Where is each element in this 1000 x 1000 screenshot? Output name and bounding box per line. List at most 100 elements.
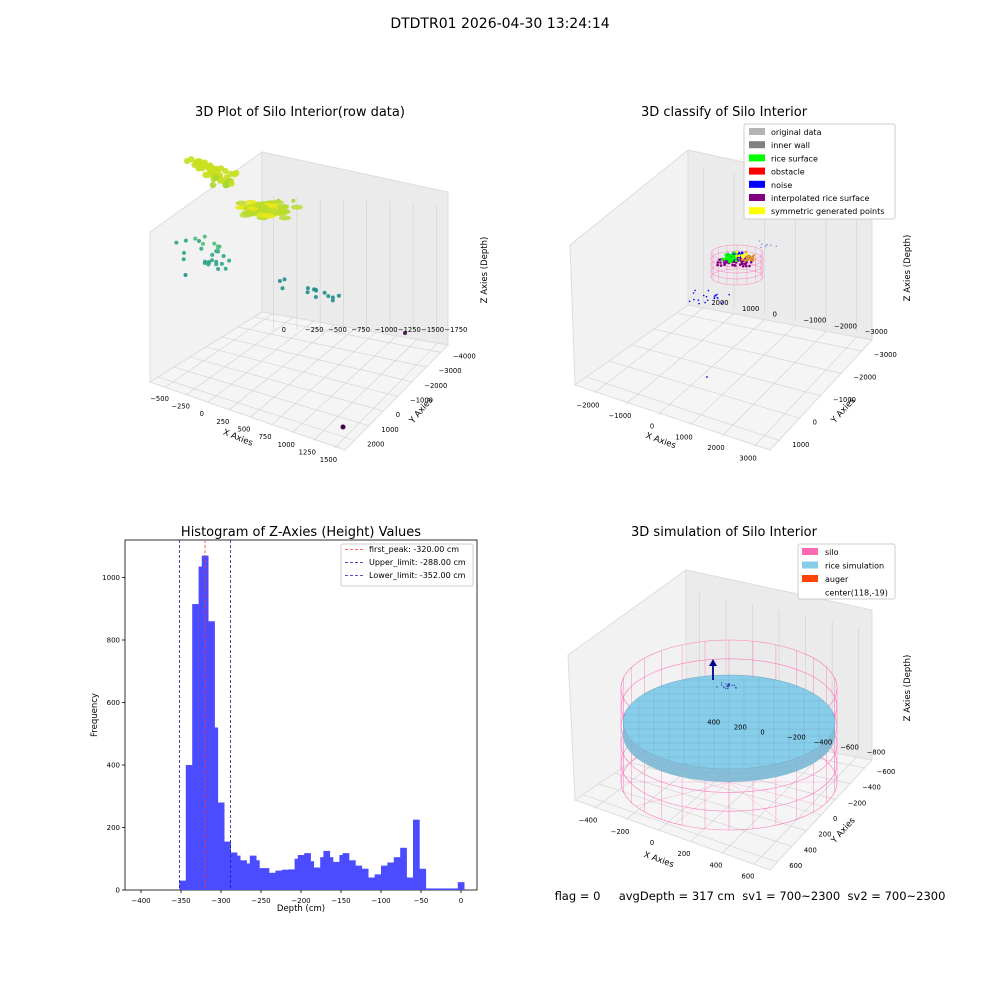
- histogram-ytick-label: 600: [107, 699, 120, 707]
- raw-3d-point: [223, 266, 228, 271]
- raw-3d-point: [201, 241, 205, 246]
- histogram-bar: [208, 621, 212, 890]
- raw-3d-point: [217, 165, 225, 172]
- raw-3d-point: [313, 295, 318, 299]
- classify-3d-ytick-4: −3000: [874, 351, 897, 359]
- raw-3d-point: [203, 259, 207, 264]
- classify-point: [726, 252, 729, 256]
- simulation-3d-xlabel: X Axies: [642, 850, 675, 870]
- raw-3d-point: [290, 204, 303, 210]
- classify-3d-xtick-0: −2000: [577, 401, 600, 409]
- raw-3d-point: [255, 204, 268, 210]
- classify-point: [716, 263, 719, 267]
- histogram-bar: [224, 841, 228, 890]
- histogram-bar: [278, 870, 283, 891]
- raw-3d-point: [193, 236, 198, 241]
- classify-3d-grid-x-0: [593, 307, 704, 394]
- histogram-title: Histogram of Z-Axies (Height) Values: [181, 525, 421, 540]
- auger-point: [726, 685, 728, 688]
- classify-legend-frame: [743, 123, 896, 220]
- histogram-bar: [217, 802, 222, 890]
- classify-3d-ytick-1: 0: [813, 418, 817, 426]
- classify-point: [737, 259, 740, 262]
- histogram-xtick-label: −50: [414, 897, 429, 905]
- classify-point: [720, 302, 723, 305]
- simulation-3d-xtick-1: −200: [611, 828, 630, 836]
- classify-point: [742, 254, 746, 258]
- raw-3d-point: [183, 238, 188, 243]
- rice-surface-rim: [623, 722, 835, 782]
- histogram-bar: [355, 865, 359, 891]
- raw-3d-point: [210, 252, 215, 257]
- raw-3d-tick-labels: −500−2500250500750100012501500200010000−…: [150, 326, 476, 464]
- raw-3d-ytick-5: −3000: [439, 367, 462, 375]
- histogram-bar: [262, 868, 267, 891]
- histogram-bar: [333, 861, 337, 891]
- raw-3d-point: [216, 267, 221, 271]
- histogram-bar: [294, 858, 299, 890]
- simulation-3d-grid-y-0: [582, 794, 778, 863]
- auger-point: [728, 684, 730, 687]
- raw-3d-ytick-0: 2000: [367, 441, 384, 449]
- raw-3d-xtick-4: 500: [238, 426, 251, 434]
- histogram-bar: [435, 888, 439, 890]
- classify-point: [745, 257, 749, 260]
- raw-3d-xtick-0: −500: [150, 395, 169, 403]
- histogram-ytick-label: 0: [116, 887, 120, 895]
- classify-3d-objects: [688, 240, 778, 378]
- histogram-bar: [240, 860, 244, 890]
- simulation-3d-ztick-4: −400: [814, 739, 833, 747]
- raw-3d-point: [188, 156, 195, 163]
- classify-point: [735, 251, 739, 254]
- classify-3d-grid-y-2: [631, 344, 822, 397]
- histogram-bar: [457, 882, 462, 890]
- classify-point: [722, 261, 726, 264]
- silo-floor-spoke: [728, 781, 823, 807]
- raw-3d-point: [278, 215, 291, 221]
- classify-3d-ytick-0: 1000: [792, 441, 809, 449]
- classify-point: [737, 254, 741, 257]
- simulation-legend-swatch-0: [802, 548, 818, 555]
- classify-point: [741, 265, 745, 268]
- raw-3d-grid-x-4: [249, 328, 356, 418]
- raw-3d-point: [241, 210, 254, 216]
- panel-simulation-3d: 3D simulation of Silo Interior −400 −200 0…: [567, 525, 913, 880]
- histogram-xtick-label: −300: [211, 897, 230, 905]
- histogram-bar: [345, 853, 350, 891]
- status-footer: flag = 0 avgDepth = 317 cm sv1 = 700~230…: [500, 889, 1000, 903]
- classify-3d-gridlines: [586, 167, 862, 447]
- histogram-bar: [448, 888, 452, 890]
- classify-point: [734, 264, 737, 267]
- histogram-xtick-label: −100: [371, 897, 390, 905]
- classify-point: [707, 289, 710, 292]
- histogram-bar: [438, 888, 443, 890]
- histogram-bar: [403, 847, 407, 890]
- histogram-ylabel: Frequency: [90, 693, 100, 737]
- raw-3d-point: [174, 240, 179, 245]
- classify-3d-ztick-5: −3000: [865, 328, 888, 336]
- raw-3d-grid-x-6: [292, 335, 397, 434]
- simulation-3d-ytick-6: −600: [877, 768, 896, 776]
- auger-point: [731, 684, 733, 686]
- raw-3d-point: [215, 247, 220, 252]
- histogram-y-ticks: 0 200 400 600 800 1000: [102, 574, 125, 895]
- raw-3d-grid-x-8: [334, 342, 438, 449]
- histogram-bar: [400, 847, 404, 890]
- raw-3d-ztick-3: −750: [351, 326, 370, 334]
- histogram-bar: [265, 868, 270, 891]
- raw-3d-point: [182, 250, 186, 255]
- classify-legend-swatch-2: [749, 154, 765, 162]
- classify-3d-xtick-3: 1000: [675, 433, 692, 441]
- footer-flag: flag = 0: [554, 889, 601, 903]
- classify-legend-label-6: symmetric generated points: [771, 207, 884, 216]
- footer-sv1: sv1 = 700~2300: [742, 889, 841, 903]
- histogram-bar: [237, 855, 241, 891]
- classify-point: [724, 257, 728, 260]
- classify-point: [693, 298, 695, 301]
- histogram-ytick-label: 1000: [102, 574, 120, 582]
- histogram-ytick-label: 800: [107, 637, 120, 645]
- histogram-bar: [281, 869, 286, 890]
- silo-floor-spoke: [635, 781, 730, 807]
- simulation-3d-xtick-3: 200: [678, 850, 691, 858]
- classify-point: [706, 299, 709, 302]
